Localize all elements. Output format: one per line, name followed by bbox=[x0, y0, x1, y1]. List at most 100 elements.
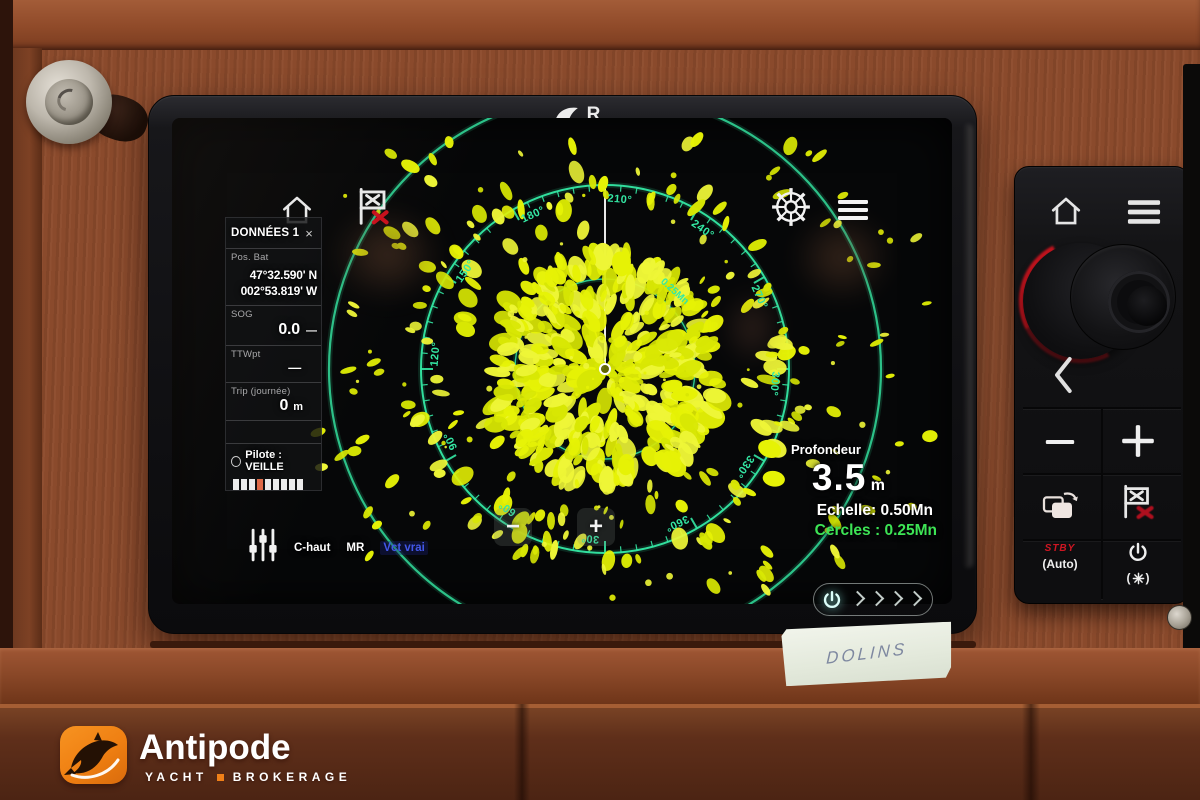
cabinet-seam-shadow bbox=[1022, 704, 1040, 800]
keypad-groove bbox=[1101, 409, 1103, 599]
pilot-button[interactable] bbox=[770, 186, 812, 228]
rudder-bar-segment bbox=[257, 479, 263, 490]
radar-mode-bar: C-haut MR Vct vrai bbox=[294, 538, 428, 558]
keypad-groove bbox=[1023, 407, 1181, 409]
position-label: Pos. Bat bbox=[231, 252, 269, 263]
keypad-range-in-button[interactable] bbox=[1111, 415, 1165, 467]
power-strip[interactable] bbox=[813, 583, 933, 616]
hamburger-icon bbox=[838, 200, 868, 220]
keypad-menu-button[interactable] bbox=[1125, 197, 1163, 227]
waypoint-button[interactable] bbox=[351, 184, 395, 232]
range-in-button[interactable]: + bbox=[577, 508, 615, 546]
ttwpt-label: TTWpt bbox=[231, 349, 261, 360]
chartplotter-display: R 30°60°90°120°150°180°210°240°270°300°3… bbox=[148, 95, 977, 634]
antipode-logo-mark bbox=[60, 726, 127, 784]
plus-icon bbox=[1122, 425, 1154, 457]
back-chevron-icon bbox=[1055, 357, 1072, 393]
databox-trip[interactable]: Trip (journée) 0 m bbox=[226, 382, 321, 420]
screw bbox=[1167, 605, 1192, 630]
ttwpt-value: — bbox=[288, 360, 301, 375]
wood-top-rail bbox=[0, 0, 1200, 50]
broker-watermark: Antipode YACHT BROKERAGE bbox=[55, 712, 375, 800]
readouts: Profondeur 3.5 m Echelle: 0.50Mn Cercles… bbox=[747, 442, 937, 540]
databox-pilot[interactable]: Pilote : VEILLE bbox=[226, 443, 321, 491]
keypad-standby-button[interactable]: STBY (Auto) bbox=[1027, 543, 1093, 595]
stby-label: STBY bbox=[1044, 543, 1076, 554]
svg-text:120°: 120° bbox=[428, 341, 442, 367]
keypad-power-button[interactable]: ( ) bbox=[1111, 541, 1165, 597]
hinge-groove bbox=[150, 641, 976, 648]
menu-button[interactable] bbox=[836, 196, 870, 224]
range-out-button[interactable]: − bbox=[494, 508, 532, 546]
databox-ttwpt[interactable]: TTWpt — bbox=[226, 345, 321, 382]
position-lat: 47°32.590' N bbox=[249, 268, 318, 282]
close-icon[interactable]: × bbox=[305, 225, 313, 241]
depth-label: Profondeur bbox=[790, 442, 861, 457]
auto-label: (Auto) bbox=[1042, 557, 1078, 571]
pilot-status: Pilote : VEILLE bbox=[245, 449, 284, 473]
svg-text:210°: 210° bbox=[607, 192, 633, 206]
rudder-bar-segment bbox=[281, 479, 287, 490]
brightness-paren: ) bbox=[1145, 571, 1150, 585]
mode-vector[interactable]: Vct vrai bbox=[380, 541, 428, 555]
minus-icon: − bbox=[505, 513, 520, 540]
pilot-state-icon bbox=[231, 455, 242, 467]
chevron-right-icon bbox=[868, 590, 885, 606]
tagline-brokerage: BROKERAGE bbox=[232, 770, 352, 784]
ring-interval[interactable]: Cercles : 0.25Mn bbox=[814, 522, 937, 539]
wood-left-edge bbox=[0, 0, 13, 800]
cabinet-seam-shadow bbox=[514, 704, 530, 800]
power-icon[interactable] bbox=[821, 589, 843, 611]
waypoint-flag-x-icon bbox=[1124, 484, 1154, 520]
pilot-rudder-bar bbox=[231, 479, 317, 490]
cabinet-knob bbox=[24, 52, 154, 156]
rudder-bar-segment bbox=[273, 479, 279, 490]
keypad-home-button[interactable] bbox=[1049, 193, 1083, 229]
sticky-note-text: DOLINS bbox=[826, 639, 908, 668]
keypad-waypoint-button[interactable] bbox=[1113, 479, 1161, 529]
chevron-right-icon bbox=[906, 590, 923, 606]
antipode-tagline: YACHT BROKERAGE bbox=[145, 770, 351, 784]
radar-ppi[interactable]: 30°60°90°120°150°180°210°240°270°300°330… bbox=[172, 118, 952, 604]
chevron-right-icon bbox=[849, 590, 866, 606]
data-panel-header: DONNÉES 1 × bbox=[226, 218, 321, 248]
data-panel: DONNÉES 1 × Pos. Bat 47°32.590' N 002°53… bbox=[225, 217, 322, 491]
range-scale[interactable]: Echelle: 0.50Mn bbox=[816, 502, 933, 519]
trip-value: 0 bbox=[279, 397, 289, 414]
adjust-button[interactable] bbox=[246, 526, 280, 564]
joystick-nub[interactable] bbox=[1127, 286, 1167, 326]
depth-unit: m bbox=[870, 477, 885, 494]
sticky-note: DOLINS bbox=[781, 622, 953, 687]
keypad-switch-app-button[interactable] bbox=[1035, 481, 1085, 527]
mode-orientation[interactable]: C-haut bbox=[294, 542, 331, 554]
databox-position[interactable]: Pos. Bat 47°32.590' N 002°53.819' W bbox=[226, 248, 321, 305]
svg-text:30°: 30° bbox=[581, 532, 600, 546]
chevron-right-icon bbox=[887, 590, 904, 606]
remote-keypad: STBY (Auto) ( ) bbox=[1002, 166, 1190, 604]
tagline-yacht: YACHT bbox=[145, 770, 208, 784]
trip-unit: m bbox=[293, 401, 303, 413]
waypoint-flag-x-icon bbox=[359, 187, 389, 225]
minus-icon bbox=[1045, 440, 1075, 444]
brightness-paren: ( bbox=[1126, 571, 1131, 585]
helm-wheel-icon bbox=[772, 188, 810, 226]
bezel-glare bbox=[963, 124, 973, 568]
sliders-icon bbox=[249, 528, 277, 562]
rudder-bar-segment bbox=[265, 479, 271, 490]
keypad-range-out-button[interactable] bbox=[1033, 417, 1087, 467]
svg-text:300°: 300° bbox=[767, 371, 781, 397]
keypad-back-button[interactable] bbox=[1049, 355, 1077, 395]
home-icon bbox=[1051, 197, 1081, 225]
mode-motion[interactable]: MR bbox=[346, 542, 365, 554]
rudder-bar-segment bbox=[233, 479, 239, 490]
wood-bottom-rail bbox=[0, 648, 1200, 706]
depth-value: 3.5 bbox=[811, 457, 867, 498]
screen: 30°60°90°120°150°180°210°240°270°300°330… bbox=[172, 118, 952, 604]
rudder-bar-segment bbox=[249, 479, 255, 490]
sog-unit: — bbox=[306, 325, 317, 337]
data-panel-title: DONNÉES 1 bbox=[231, 227, 300, 239]
databox-sog[interactable]: SOG 0.0 — bbox=[226, 305, 321, 345]
rudder-bar-segment bbox=[241, 479, 247, 490]
plus-icon: + bbox=[588, 513, 603, 540]
glass-reflection bbox=[790, 210, 894, 305]
